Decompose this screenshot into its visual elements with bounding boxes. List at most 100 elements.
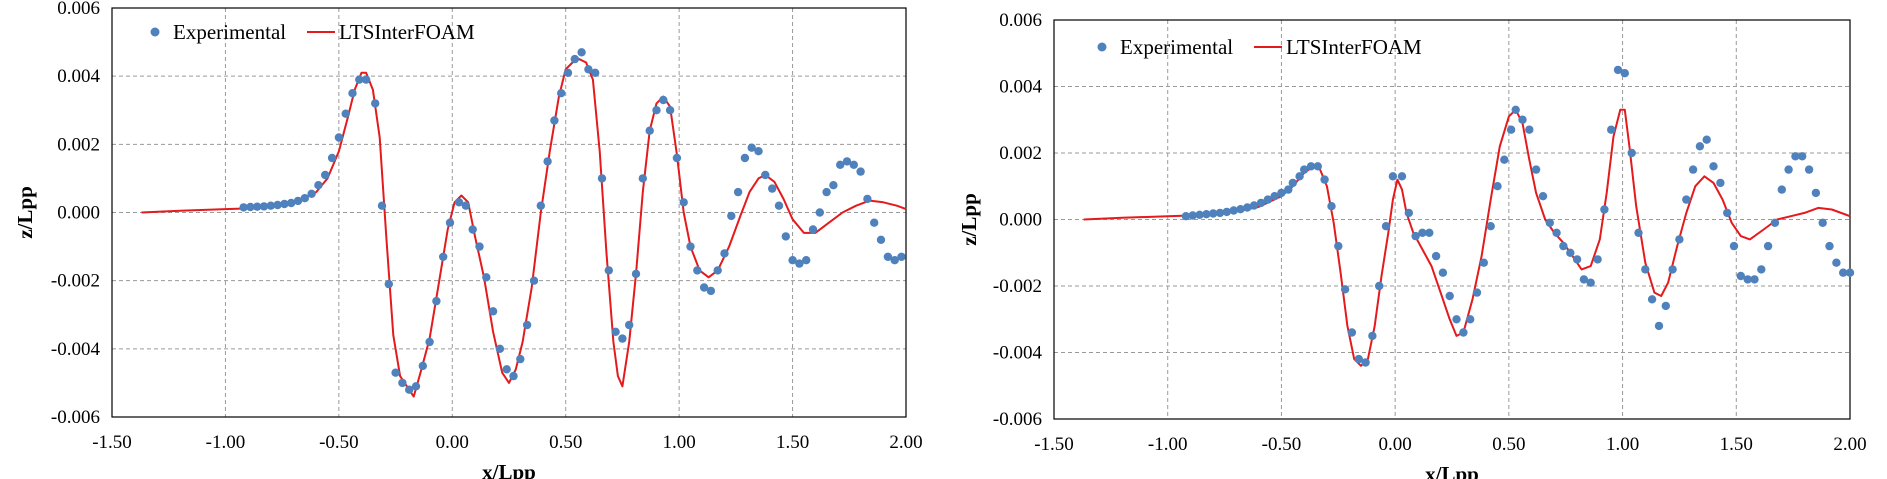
data-point-experimental <box>371 99 380 108</box>
data-point-experimental <box>890 256 899 265</box>
data-point-experimental <box>1763 241 1773 251</box>
y-axis-label: z/Lpp <box>13 186 37 239</box>
data-point-experimental <box>1538 192 1548 201</box>
data-point-experimental <box>1381 222 1391 231</box>
legend: Experimental LTSInterFOAM <box>150 20 475 44</box>
data-point-experimental <box>1347 328 1357 337</box>
legend-marker-experimental <box>1097 42 1107 52</box>
data-point-experimental <box>287 198 296 208</box>
data-point-experimental <box>1466 315 1475 324</box>
data-point-experimental <box>259 202 269 211</box>
data-point-experimental <box>761 170 770 180</box>
data-point-experimental <box>1647 295 1657 304</box>
data-point-experimental <box>391 368 400 377</box>
data-point-experimental <box>563 68 573 78</box>
data-point-experimental <box>727 211 736 221</box>
x-tick-label: -1.50 <box>1034 434 1074 455</box>
data-point-experimental <box>1181 212 1191 221</box>
data-point-experimental <box>361 75 371 84</box>
data-point-experimental <box>1579 275 1589 284</box>
y-tick-label: 0.000 <box>57 203 100 224</box>
x-tick-label: 1.50 <box>776 432 809 453</box>
data-point-experimental <box>1552 228 1561 237</box>
data-point-experimental <box>1375 281 1384 291</box>
y-tick-label: -0.004 <box>51 339 101 360</box>
x-tick-label: 0.00 <box>1379 434 1412 455</box>
x-tick-label: -1.00 <box>1148 434 1188 455</box>
y-tick-label: -0.006 <box>51 407 100 428</box>
data-point-experimental <box>1209 209 1218 218</box>
data-point-experimental <box>713 266 722 275</box>
data-point-experimental <box>1804 165 1814 174</box>
x-tick-labels: -1.50 -1.00 -0.50 0.00 0.50 1.00 1.50 2.00 <box>92 432 922 453</box>
data-point-experimental <box>377 201 387 210</box>
data-point-experimental <box>1572 255 1582 264</box>
plot-frame <box>1053 19 1851 420</box>
data-point-experimental <box>1839 268 1848 277</box>
data-point-experimental <box>863 194 872 204</box>
data-point-experimental <box>1545 218 1554 227</box>
data-point-experimental <box>1661 301 1670 311</box>
data-point-experimental <box>849 160 858 169</box>
legend-label-ltsinterfoam: LTSInterFOAM <box>339 20 475 44</box>
x-tick-label: 1.50 <box>1720 434 1753 455</box>
data-point-experimental <box>631 269 641 279</box>
data-point-experimental <box>638 174 647 183</box>
data-point-experimental <box>774 201 784 210</box>
series-layer <box>141 48 907 398</box>
y-tick-label: -0.002 <box>993 276 1042 297</box>
data-point-experimental <box>604 266 613 275</box>
data-point-experimental <box>597 174 607 183</box>
data-point-experimental <box>1627 148 1636 158</box>
data-point-experimental <box>584 65 593 74</box>
data-point-experimental <box>1566 248 1575 257</box>
data-point-experimental <box>815 208 824 217</box>
data-point-experimental <box>1559 241 1568 251</box>
data-point-experimental <box>1486 222 1495 231</box>
data-point-experimental <box>266 201 275 210</box>
data-point-experimental <box>445 218 455 227</box>
data-point-experimental <box>1688 165 1698 174</box>
data-point-experimental <box>618 334 627 343</box>
data-point-experimental <box>679 198 688 207</box>
data-point-experimental <box>557 89 566 98</box>
data-point-experimental <box>1327 202 1336 211</box>
data-point-experimental <box>334 133 344 142</box>
data-point-experimental <box>341 109 350 118</box>
y-tick-label: 0.004 <box>57 66 100 87</box>
data-point-experimental <box>1320 175 1329 184</box>
data-point-experimental <box>1295 172 1304 181</box>
data-point-experimental <box>570 54 579 64</box>
data-point-experimental <box>1404 208 1413 218</box>
data-point-experimental <box>307 189 316 198</box>
data-point-experimental <box>1222 207 1231 217</box>
data-point-experimental <box>740 153 750 163</box>
data-point-experimental <box>475 242 484 251</box>
x-tick-label: 2.00 <box>1833 434 1866 455</box>
data-point-experimental <box>1452 315 1461 324</box>
data-point-experimental <box>1511 105 1520 115</box>
data-point-experimental <box>321 170 330 180</box>
data-point-experimental <box>1818 218 1827 227</box>
data-point-experimental <box>482 273 491 282</box>
data-point-experimental <box>1593 255 1602 264</box>
data-point-experimental <box>781 232 790 241</box>
x-tick-label: -1.50 <box>92 432 132 453</box>
data-point-experimental <box>1723 208 1732 218</box>
data-point-experimental <box>808 225 818 234</box>
data-point-experimental <box>516 354 525 364</box>
data-point-experimental <box>1757 265 1766 274</box>
data-point-experimental <box>1354 354 1363 364</box>
x-tick-label: -1.00 <box>206 432 246 453</box>
data-point-experimental <box>1750 275 1759 284</box>
data-point-experimental <box>1388 172 1398 181</box>
chart-right: -1.50 -1.00 -0.50 0.00 0.50 1.00 1.50 2.00 -0.0… <box>944 0 1887 479</box>
x-tick-label: 1.00 <box>663 432 696 453</box>
y-tick-label: -0.004 <box>993 343 1043 364</box>
data-point-experimental <box>1525 125 1534 134</box>
legend-label-experimental: Experimental <box>173 20 286 44</box>
data-point-experimental <box>1531 165 1541 174</box>
data-point-experimental <box>1334 241 1343 251</box>
x-tick-label: 0.50 <box>549 432 582 453</box>
data-point-experimental <box>672 153 682 163</box>
